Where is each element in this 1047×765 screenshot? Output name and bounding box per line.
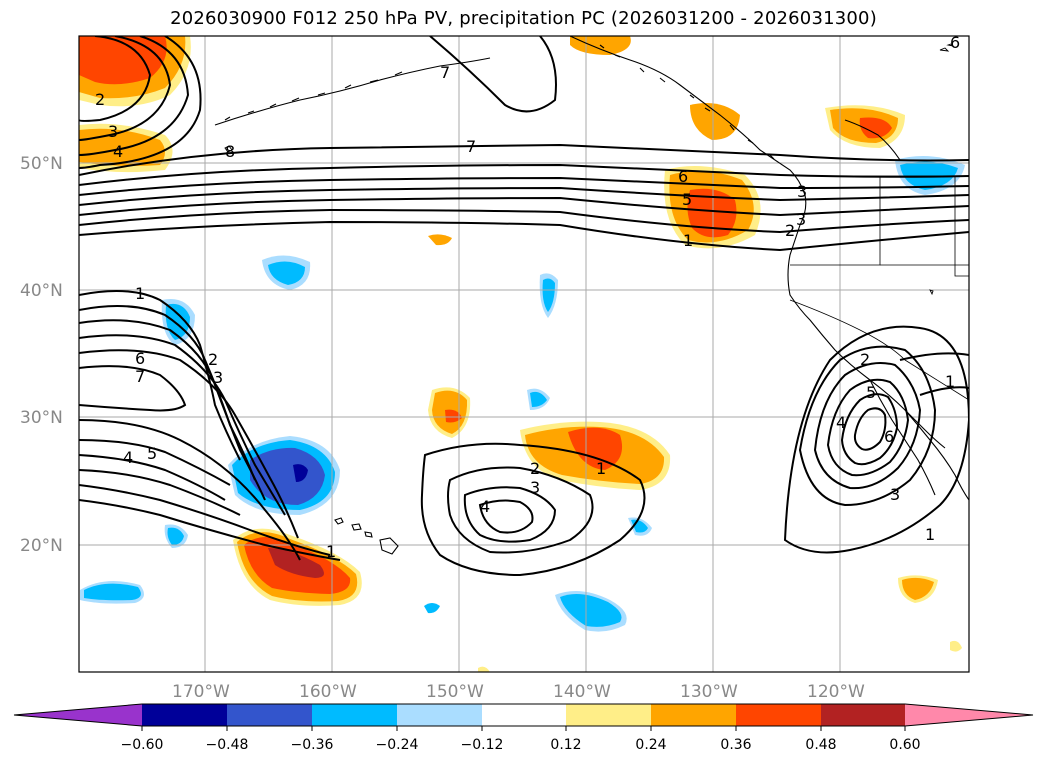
colorbar-bin [566,704,651,726]
lon-label-150w: 150°W [426,682,484,702]
colorbar-tick-label: 0.24 [635,737,666,753]
lon-label-130w: 130°W [680,682,738,702]
colorbar-tick-label: 0.36 [720,737,751,753]
pv-label: 3 [530,478,540,497]
map-background [79,36,969,672]
colorbar-bin [651,704,736,726]
pv-label: 6 [135,349,145,368]
pv-label: 6 [884,427,894,446]
pv-label: 2 [95,90,105,109]
pv-label: 4 [480,497,490,516]
lon-label-120w: 120°W [807,682,865,702]
lat-label-40n: 40°N [20,281,63,301]
pv-label: 7 [466,137,476,156]
colorbar: −0.60 −0.48 −0.36 −0.24 −0.12 0.12 0.24 … [13,703,1034,753]
pv-label: 1 [925,525,935,544]
pv-label: 3 [890,485,900,504]
latitude-labels: 50°N 40°N 30°N 20°N [20,154,63,556]
lon-label-140w: 140°W [553,682,611,702]
colorbar-bin [142,704,227,726]
colorbar-tick-label: −0.36 [291,737,334,753]
lat-label-50n: 50°N [20,154,63,174]
pv-label: 1 [135,284,145,303]
pv-contour-labels: 1 2 3 4 5 6 7 8 2 3 4 1 6 7 5 4 2 3 1 2 … [95,33,960,561]
colorbar-tick-label: 0.60 [889,737,920,753]
pv-label: 4 [836,413,846,432]
colorbar-extend-max [905,704,1033,726]
map-frame [78,35,970,673]
lat-label-20n: 20°N [20,536,63,556]
colorbar-tick-label: −0.48 [206,737,249,753]
pv-label: 6 [950,33,960,52]
pv-label: 8 [225,142,235,161]
pv-label: 6 [678,167,688,186]
map-title: 2026030900 F012 250 hPa PV, precipitatio… [170,8,877,29]
pv-label: 7 [440,63,450,82]
pv-label: 3 [797,182,807,201]
pv-label: 1 [596,459,606,478]
pv-label: 5 [682,190,692,209]
colorbar-tick-label: −0.60 [121,737,164,753]
pv-label: 3 [796,210,806,229]
longitude-labels: 170°W 160°W 150°W 140°W 130°W 120°W [172,682,865,702]
colorbar-bin [227,704,312,726]
pv-label: 1 [326,542,336,561]
colorbar-tick-label: −0.12 [461,737,504,753]
colorbar-bin [312,704,397,726]
lon-label-160w: 160°W [299,682,357,702]
colorbar-tick-label: 0.12 [550,737,581,753]
pv-label: 2 [860,350,870,369]
colorbar-bin [736,704,821,726]
pv-contours [79,36,969,577]
colorbar-bin [482,704,566,726]
pv-label: 1 [683,231,693,250]
pv-label: 5 [147,444,157,463]
colorbar-tick-label: 0.48 [805,737,836,753]
precip-shading [79,36,965,672]
pv-label: 4 [113,142,123,161]
coastlines [214,36,969,555]
pv-label: 4 [123,448,133,467]
colorbar-tick-label: −0.24 [376,737,419,753]
pv-label: 3 [108,122,118,141]
pv-label: 2 [785,221,795,240]
colorbar-extend-min [14,704,142,726]
lat-label-30n: 30°N [20,408,63,428]
pv-label: 3 [213,368,223,387]
colorbar-bin [821,704,905,726]
lon-label-170w: 170°W [172,682,230,702]
pv-label: 1 [945,372,955,391]
pv-label: 5 [866,383,876,402]
pv-label: 7 [135,367,145,386]
pv-label: 2 [208,350,218,369]
pv-label: 2 [530,459,540,478]
colorbar-bin [397,704,482,726]
